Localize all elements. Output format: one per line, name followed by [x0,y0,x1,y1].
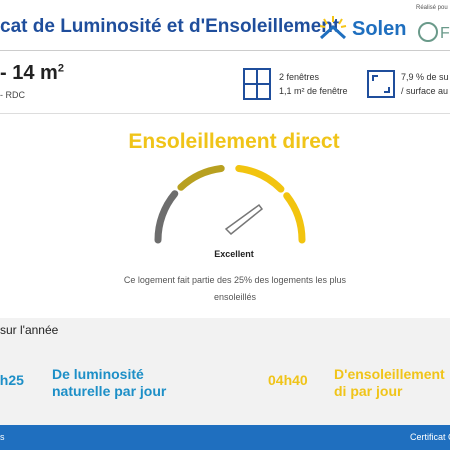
sun-time: 04h40 [268,372,308,388]
light-time: 3h25 [0,372,24,388]
ratio-line-2: / surface au [401,86,449,96]
gauge-description: Ce logement fait partie des 25% des loge… [123,275,347,302]
gauge-segment [235,165,285,193]
yearly-heading: sur l'année [0,323,59,337]
gauge-segment [154,190,179,244]
area-exponent: 2 [57,62,64,75]
yearly-panel [0,318,450,425]
window-icon [243,68,271,100]
gauge-title: Ensoleillement direct [128,130,340,153]
floor: - RDC [0,90,25,100]
gauge-needle [224,203,264,236]
window-area: 1,1 m² de fenêtre [279,86,348,96]
separator [0,50,450,51]
gauge-rating: Excellent [214,249,254,259]
area: - 14 m2 [0,62,64,85]
sun-label: D'ensoleillement di par jour [334,366,445,399]
gauge-segment [177,165,225,191]
partner-logo: F [418,22,450,42]
svg-text:F: F [440,25,450,42]
footer [0,425,450,450]
made-by: Réalisé pou [416,5,448,11]
ratio-icon [367,70,395,98]
windows: 2 fenêtres [279,72,320,82]
footer-right: Certificat C [410,432,450,442]
title: cat de Luminosité et d'Ensoleillement [0,16,340,37]
area-value: - 14 m [0,62,58,84]
brand-logo [319,16,347,40]
brand-name: Solen [352,18,407,40]
light-label: De luminosité naturelle par jour [52,366,167,399]
gauge-segment [283,192,306,244]
separator [0,113,450,114]
ratio-line-1: 7,9 % de su [401,72,449,82]
footer-left: s [0,432,5,442]
